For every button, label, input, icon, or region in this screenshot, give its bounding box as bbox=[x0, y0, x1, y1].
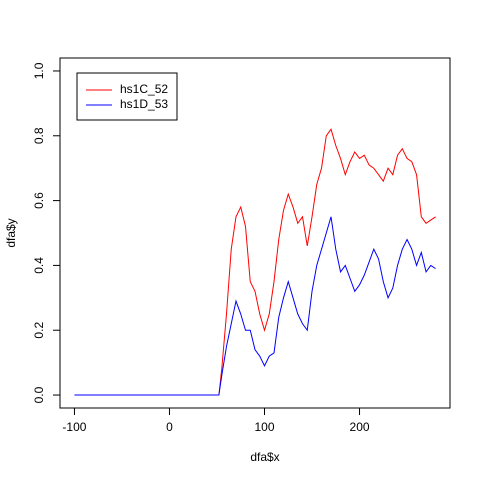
legend-label: hs1C_52 bbox=[120, 82, 168, 96]
legend-box bbox=[76, 72, 178, 121]
data-line bbox=[74, 128, 436, 396]
y-tick-label: 0.2 bbox=[32, 322, 46, 339]
x-axis-label: dfa$x bbox=[250, 450, 279, 464]
data-line bbox=[74, 216, 436, 396]
x-tick-label: -100 bbox=[62, 420, 86, 434]
x-tick-label: 100 bbox=[254, 420, 274, 434]
x-tick-label: 200 bbox=[350, 420, 370, 434]
x-tick-label: 0 bbox=[166, 420, 173, 434]
y-tick-label: 0.8 bbox=[32, 127, 46, 144]
y-axis-label: dfa$y bbox=[4, 218, 18, 247]
y-tick-label: 0.0 bbox=[32, 386, 46, 403]
y-tick-label: 0.6 bbox=[32, 192, 46, 209]
y-tick-label: 0.4 bbox=[32, 257, 46, 274]
y-tick-label: 1.0 bbox=[32, 62, 46, 79]
legend-label: hs1D_53 bbox=[120, 97, 168, 111]
